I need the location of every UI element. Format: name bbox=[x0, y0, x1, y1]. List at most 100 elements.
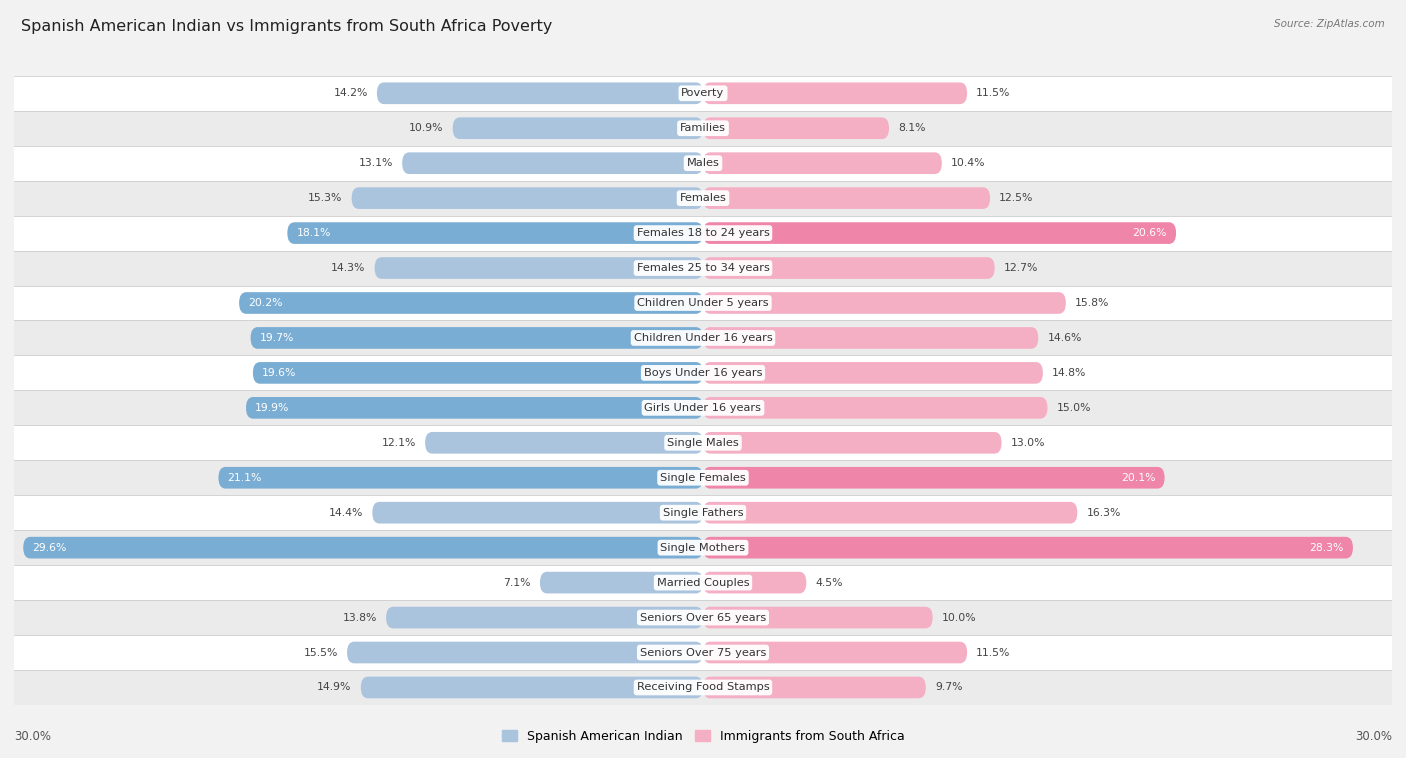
Text: 14.9%: 14.9% bbox=[318, 682, 352, 693]
Text: 18.1%: 18.1% bbox=[297, 228, 330, 238]
Text: Source: ZipAtlas.com: Source: ZipAtlas.com bbox=[1274, 19, 1385, 29]
Text: Females: Females bbox=[679, 193, 727, 203]
Text: Single Mothers: Single Mothers bbox=[661, 543, 745, 553]
FancyBboxPatch shape bbox=[402, 152, 703, 174]
FancyBboxPatch shape bbox=[250, 327, 703, 349]
Text: 15.5%: 15.5% bbox=[304, 647, 337, 657]
Text: Females 18 to 24 years: Females 18 to 24 years bbox=[637, 228, 769, 238]
FancyBboxPatch shape bbox=[14, 321, 1392, 356]
FancyBboxPatch shape bbox=[703, 397, 1047, 418]
Text: 13.1%: 13.1% bbox=[359, 158, 392, 168]
Text: 14.2%: 14.2% bbox=[333, 88, 368, 99]
FancyBboxPatch shape bbox=[374, 257, 703, 279]
FancyBboxPatch shape bbox=[239, 292, 703, 314]
Text: Families: Families bbox=[681, 124, 725, 133]
FancyBboxPatch shape bbox=[14, 286, 1392, 321]
Text: 13.0%: 13.0% bbox=[1011, 438, 1045, 448]
Text: Single Females: Single Females bbox=[661, 473, 745, 483]
Text: Children Under 16 years: Children Under 16 years bbox=[634, 333, 772, 343]
Text: 21.1%: 21.1% bbox=[228, 473, 262, 483]
Text: 20.2%: 20.2% bbox=[249, 298, 283, 308]
FancyBboxPatch shape bbox=[24, 537, 703, 559]
Text: 13.8%: 13.8% bbox=[343, 612, 377, 622]
Text: Receiving Food Stamps: Receiving Food Stamps bbox=[637, 682, 769, 693]
FancyBboxPatch shape bbox=[14, 530, 1392, 565]
Text: 28.3%: 28.3% bbox=[1309, 543, 1344, 553]
Text: 15.0%: 15.0% bbox=[1057, 402, 1091, 413]
Text: 20.1%: 20.1% bbox=[1121, 473, 1156, 483]
Text: 15.8%: 15.8% bbox=[1076, 298, 1109, 308]
Text: 29.6%: 29.6% bbox=[32, 543, 67, 553]
FancyBboxPatch shape bbox=[703, 502, 1077, 524]
Text: 19.9%: 19.9% bbox=[256, 402, 290, 413]
Text: Single Males: Single Males bbox=[666, 438, 740, 448]
FancyBboxPatch shape bbox=[14, 495, 1392, 530]
Legend: Spanish American Indian, Immigrants from South Africa: Spanish American Indian, Immigrants from… bbox=[496, 725, 910, 748]
FancyBboxPatch shape bbox=[352, 187, 703, 209]
Text: 30.0%: 30.0% bbox=[14, 730, 51, 743]
Text: 11.5%: 11.5% bbox=[976, 647, 1011, 657]
FancyBboxPatch shape bbox=[703, 117, 889, 139]
FancyBboxPatch shape bbox=[703, 432, 1001, 453]
FancyBboxPatch shape bbox=[703, 642, 967, 663]
FancyBboxPatch shape bbox=[703, 606, 932, 628]
FancyBboxPatch shape bbox=[387, 606, 703, 628]
Text: 12.7%: 12.7% bbox=[1004, 263, 1038, 273]
FancyBboxPatch shape bbox=[14, 356, 1392, 390]
Text: 14.6%: 14.6% bbox=[1047, 333, 1081, 343]
Text: 14.8%: 14.8% bbox=[1052, 368, 1087, 378]
Text: Children Under 5 years: Children Under 5 years bbox=[637, 298, 769, 308]
FancyBboxPatch shape bbox=[703, 362, 1043, 384]
FancyBboxPatch shape bbox=[14, 180, 1392, 215]
FancyBboxPatch shape bbox=[373, 502, 703, 524]
Text: Females 25 to 34 years: Females 25 to 34 years bbox=[637, 263, 769, 273]
FancyBboxPatch shape bbox=[703, 327, 1038, 349]
FancyBboxPatch shape bbox=[703, 537, 1353, 559]
FancyBboxPatch shape bbox=[361, 677, 703, 698]
FancyBboxPatch shape bbox=[14, 460, 1392, 495]
Text: Married Couples: Married Couples bbox=[657, 578, 749, 587]
Text: 10.0%: 10.0% bbox=[942, 612, 976, 622]
FancyBboxPatch shape bbox=[287, 222, 703, 244]
FancyBboxPatch shape bbox=[425, 432, 703, 453]
Text: 14.3%: 14.3% bbox=[330, 263, 366, 273]
FancyBboxPatch shape bbox=[703, 572, 807, 594]
Text: 10.4%: 10.4% bbox=[950, 158, 986, 168]
Text: 7.1%: 7.1% bbox=[503, 578, 531, 587]
FancyBboxPatch shape bbox=[14, 215, 1392, 251]
FancyBboxPatch shape bbox=[703, 152, 942, 174]
FancyBboxPatch shape bbox=[453, 117, 703, 139]
FancyBboxPatch shape bbox=[246, 397, 703, 418]
FancyBboxPatch shape bbox=[540, 572, 703, 594]
Text: Girls Under 16 years: Girls Under 16 years bbox=[644, 402, 762, 413]
FancyBboxPatch shape bbox=[253, 362, 703, 384]
FancyBboxPatch shape bbox=[218, 467, 703, 489]
FancyBboxPatch shape bbox=[14, 390, 1392, 425]
Text: 20.6%: 20.6% bbox=[1132, 228, 1167, 238]
Text: 12.1%: 12.1% bbox=[381, 438, 416, 448]
FancyBboxPatch shape bbox=[14, 111, 1392, 146]
Text: Males: Males bbox=[686, 158, 720, 168]
Text: Seniors Over 75 years: Seniors Over 75 years bbox=[640, 647, 766, 657]
Text: Poverty: Poverty bbox=[682, 88, 724, 99]
Text: 9.7%: 9.7% bbox=[935, 682, 963, 693]
FancyBboxPatch shape bbox=[14, 76, 1392, 111]
FancyBboxPatch shape bbox=[703, 83, 967, 104]
Text: 12.5%: 12.5% bbox=[1000, 193, 1033, 203]
FancyBboxPatch shape bbox=[703, 292, 1066, 314]
FancyBboxPatch shape bbox=[703, 222, 1175, 244]
FancyBboxPatch shape bbox=[703, 187, 990, 209]
Text: 4.5%: 4.5% bbox=[815, 578, 844, 587]
Text: Single Fathers: Single Fathers bbox=[662, 508, 744, 518]
FancyBboxPatch shape bbox=[14, 565, 1392, 600]
Text: 14.4%: 14.4% bbox=[329, 508, 363, 518]
Text: Boys Under 16 years: Boys Under 16 years bbox=[644, 368, 762, 378]
FancyBboxPatch shape bbox=[14, 670, 1392, 705]
FancyBboxPatch shape bbox=[703, 677, 925, 698]
FancyBboxPatch shape bbox=[14, 251, 1392, 286]
FancyBboxPatch shape bbox=[377, 83, 703, 104]
FancyBboxPatch shape bbox=[14, 425, 1392, 460]
FancyBboxPatch shape bbox=[14, 600, 1392, 635]
Text: 19.6%: 19.6% bbox=[262, 368, 297, 378]
Text: 8.1%: 8.1% bbox=[898, 124, 925, 133]
